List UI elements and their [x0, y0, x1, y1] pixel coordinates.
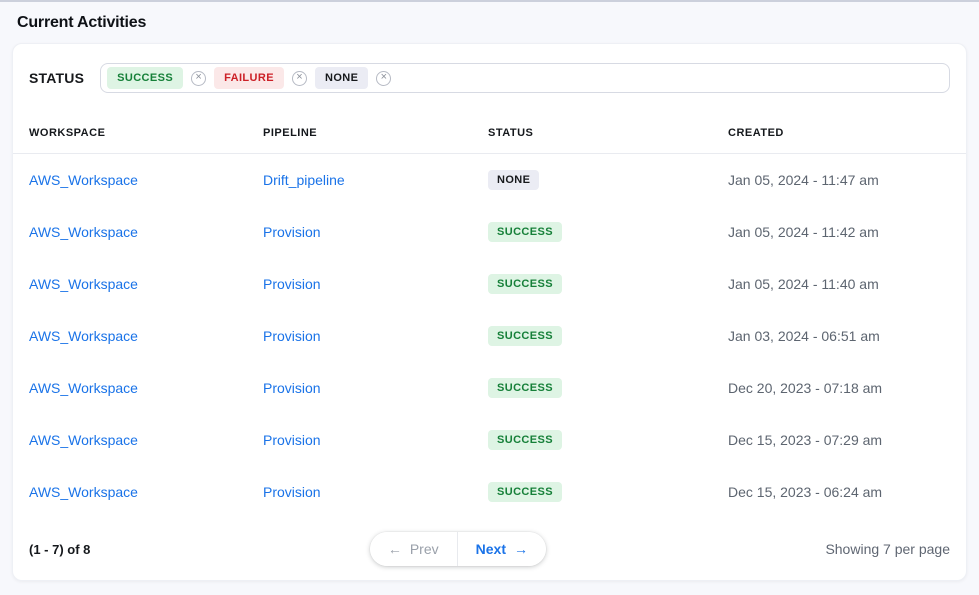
table-row: AWS_Workspace Provision SUCCESS Jan 05, …: [13, 258, 966, 310]
status-filter-chip: SUCCESS: [107, 67, 184, 89]
table-row: AWS_Workspace Provision SUCCESS Dec 20, …: [13, 362, 966, 414]
workspace-link[interactable]: AWS_Workspace: [29, 276, 138, 292]
pipeline-link[interactable]: Provision: [263, 276, 321, 292]
prev-page-button[interactable]: ← Prev: [369, 532, 457, 566]
created-timestamp: Jan 05, 2024 - 11:47 am: [728, 172, 879, 188]
workspace-link[interactable]: AWS_Workspace: [29, 484, 138, 500]
next-button-label: Next: [475, 541, 506, 557]
created-timestamp: Dec 15, 2023 - 07:29 am: [728, 432, 883, 448]
column-header-workspace: WORKSPACE: [29, 126, 106, 139]
status-filter-chip: NONE: [314, 67, 369, 89]
created-timestamp: Jan 05, 2024 - 11:42 am: [728, 224, 879, 240]
remove-chip-icon[interactable]: ×: [191, 70, 207, 86]
status-filter-label: STATUS: [29, 70, 85, 86]
pipeline-link[interactable]: Provision: [263, 380, 321, 396]
column-header-pipeline: PIPELINE: [263, 126, 318, 139]
pipeline-link[interactable]: Provision: [263, 484, 321, 500]
table-row: AWS_Workspace Provision SUCCESS Dec 15, …: [13, 414, 966, 466]
table-header-row: WORKSPACE PIPELINE STATUS CREATED: [13, 112, 966, 154]
status-badge: SUCCESS: [488, 326, 562, 346]
status-filter-input[interactable]: SUCCESS × FAILURE × NONE ×: [100, 63, 950, 93]
workspace-link[interactable]: AWS_Workspace: [29, 172, 138, 188]
status-badge: SUCCESS: [488, 430, 562, 450]
workspace-link[interactable]: AWS_Workspace: [29, 380, 138, 396]
table-body: AWS_Workspace Drift_pipeline NONE Jan 05…: [13, 154, 966, 518]
status-badge: NONE: [488, 170, 540, 190]
status-filter-chip: FAILURE: [214, 67, 284, 89]
pager-divider: [456, 532, 458, 566]
status-badge: SUCCESS: [488, 482, 562, 502]
prev-button-label: Prev: [409, 541, 439, 557]
created-timestamp: Dec 15, 2023 - 06:24 am: [728, 484, 883, 500]
arrow-left-icon: ←: [387, 541, 402, 557]
column-header-created: CREATED: [728, 126, 784, 139]
created-timestamp: Jan 03, 2024 - 06:51 am: [728, 328, 880, 344]
per-page-text: Showing 7 per page: [825, 541, 950, 557]
arrow-right-icon: →: [514, 541, 528, 557]
pipeline-link[interactable]: Provision: [263, 432, 321, 448]
pagination-range-text: (1 - 7) of 8: [29, 541, 91, 557]
created-timestamp: Jan 05, 2024 - 11:40 am: [728, 276, 879, 292]
activities-card: STATUS SUCCESS × FAILURE × NONE × WORKSP…: [12, 43, 967, 581]
pager-button-group: ← Prev Next →: [369, 532, 546, 566]
status-badge: SUCCESS: [488, 378, 562, 398]
workspace-link[interactable]: AWS_Workspace: [29, 224, 138, 240]
table-row: AWS_Workspace Drift_pipeline NONE Jan 05…: [13, 154, 966, 206]
table-row: AWS_Workspace Provision SUCCESS Jan 05, …: [13, 206, 966, 258]
status-filter-row: STATUS SUCCESS × FAILURE × NONE ×: [13, 44, 966, 112]
remove-chip-icon[interactable]: ×: [291, 70, 307, 86]
table-row: AWS_Workspace Provision SUCCESS Dec 15, …: [13, 466, 966, 518]
pipeline-link[interactable]: Drift_pipeline: [263, 172, 345, 188]
table-row: AWS_Workspace Provision SUCCESS Jan 03, …: [13, 310, 966, 362]
status-badge: SUCCESS: [488, 222, 562, 242]
created-timestamp: Dec 20, 2023 - 07:18 am: [728, 380, 883, 396]
pipeline-link[interactable]: Provision: [263, 224, 321, 240]
workspace-link[interactable]: AWS_Workspace: [29, 328, 138, 344]
column-header-status: STATUS: [488, 126, 534, 139]
status-badge: SUCCESS: [488, 274, 562, 294]
pipeline-link[interactable]: Provision: [263, 328, 321, 344]
workspace-link[interactable]: AWS_Workspace: [29, 432, 138, 448]
remove-chip-icon[interactable]: ×: [376, 70, 392, 86]
next-page-button[interactable]: Next →: [457, 532, 546, 566]
pagination-footer: (1 - 7) of 8 ← Prev Next → Showing 7 per…: [13, 518, 966, 580]
page-title: Current Activities: [17, 14, 147, 31]
